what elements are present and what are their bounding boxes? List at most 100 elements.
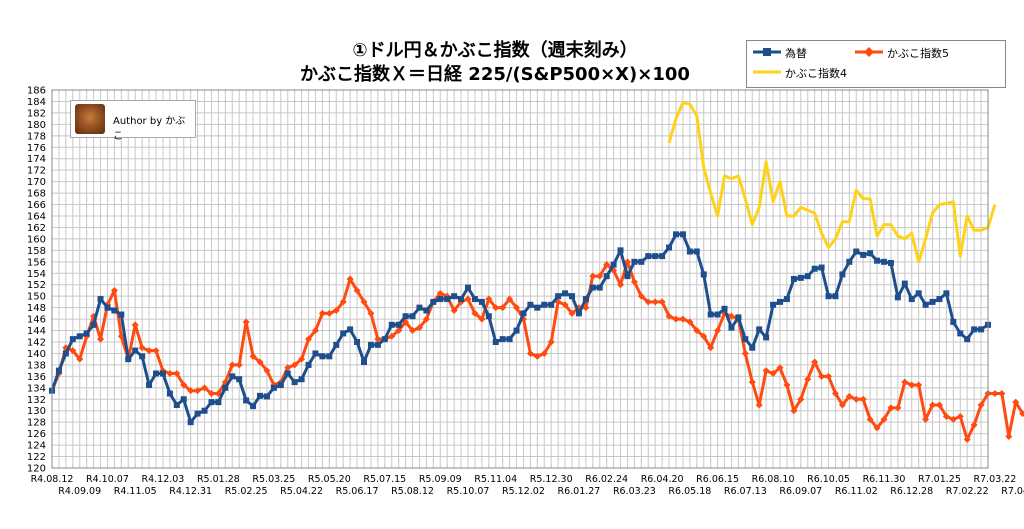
x-tick-label: R6.09.07: [779, 486, 822, 497]
y-tick-label: 172: [27, 166, 46, 177]
data-point: [825, 293, 832, 300]
x-tick-label: R4.12.03: [141, 474, 184, 485]
data-point: [742, 336, 749, 343]
data-point: [908, 296, 915, 303]
data-point: [915, 290, 922, 297]
data-point: [76, 333, 83, 340]
chart-title-line1: ①ドル円＆かぶこ指数（週末刻み）: [352, 40, 638, 61]
data-point: [818, 372, 826, 380]
data-point: [291, 379, 298, 386]
data-point: [62, 350, 69, 357]
series-line: [50, 232, 989, 424]
data-point: [846, 258, 853, 265]
y-tick-label: 136: [27, 372, 46, 383]
data-point: [804, 375, 812, 383]
data-point: [929, 401, 937, 409]
data-point: [402, 313, 409, 320]
data-point: [831, 390, 839, 398]
data-point: [485, 295, 493, 303]
data-point: [721, 305, 728, 312]
y-tick-label: 164: [27, 212, 46, 223]
data-point: [361, 359, 367, 366]
y-tick-label: 184: [27, 97, 46, 108]
x-tick-label: R5.07.15: [363, 474, 406, 485]
data-point: [450, 307, 458, 314]
data-point: [353, 286, 361, 294]
x-tick-label: R7.04.19: [1001, 486, 1024, 497]
data-point: [465, 284, 471, 291]
data-point: [707, 311, 714, 318]
data-point: [485, 313, 492, 320]
x-tick-label: R6.04.20: [641, 474, 684, 485]
data-point: [243, 397, 250, 404]
data-point: [478, 315, 486, 323]
data-point: [409, 313, 416, 320]
x-tick-label: R6.07.13: [724, 486, 767, 497]
data-point: [326, 353, 333, 360]
data-point: [277, 381, 284, 388]
data-point: [673, 231, 679, 238]
y-tick-label: 134: [27, 383, 46, 394]
data-point: [756, 326, 763, 333]
y-tick-label: 156: [27, 257, 46, 268]
data-point: [651, 298, 659, 306]
data-point: [499, 336, 506, 343]
x-axis-ticks: R4.08.12 R4.10.07 R4.12.03 R5.01.28 R5.03.25…: [31, 474, 1024, 497]
data-point: [700, 271, 707, 278]
data-point: [617, 281, 625, 289]
data-point: [388, 321, 395, 328]
data-point: [547, 338, 555, 346]
data-point: [374, 335, 382, 343]
data-point: [430, 298, 437, 305]
data-point: [935, 401, 943, 409]
y-tick-label: 178: [27, 131, 46, 142]
x-tick-label: R5.11.04: [474, 474, 517, 485]
data-point: [333, 341, 340, 348]
grid-lines: [51, 89, 989, 469]
data-point: [146, 381, 153, 388]
y-tick-label: 122: [27, 452, 46, 463]
legend-swatch-k4: [753, 70, 781, 74]
data-point: [568, 309, 576, 317]
data-point: [520, 310, 527, 317]
y-tick-label: 168: [27, 189, 46, 200]
data-point: [845, 392, 853, 400]
data-point: [464, 295, 472, 303]
y-tick-label: 176: [27, 143, 46, 154]
data-point: [727, 312, 735, 320]
data-point: [395, 321, 402, 328]
data-point: [471, 296, 478, 303]
data-point: [638, 258, 645, 265]
y-tick-label: 186: [27, 86, 46, 97]
data-point: [686, 318, 694, 326]
data-point: [104, 304, 111, 311]
data-point: [194, 387, 202, 395]
y-tick-label: 148: [27, 303, 46, 314]
data-point: [527, 301, 534, 308]
data-point: [714, 327, 722, 335]
data-point: [769, 370, 777, 377]
legend-label-fx: 為替: [785, 47, 807, 60]
series-kabuko-index-4: [667, 101, 997, 264]
data-point: [887, 404, 895, 412]
data-point: [451, 293, 458, 300]
data-point: [534, 304, 541, 311]
x-tick-label: R5.03.25: [252, 474, 295, 485]
data-point: [929, 298, 936, 305]
data-point: [159, 370, 166, 377]
data-point: [318, 309, 326, 317]
x-tick-label: R4.11.05: [114, 486, 157, 497]
data-point: [978, 326, 985, 333]
x-tick-label: R4.10.07: [86, 474, 129, 485]
data-point: [569, 293, 575, 300]
x-tick-label: R6.11.02: [835, 486, 878, 497]
data-point: [658, 298, 666, 306]
y-tick-label: 130: [27, 406, 46, 417]
x-tick-label: R7.02.22: [946, 486, 989, 497]
x-tick-label: R4.08.12: [31, 474, 74, 485]
data-point: [881, 258, 887, 265]
bear-avatar-icon: [75, 104, 105, 134]
data-point: [949, 415, 957, 423]
data-point: [541, 301, 548, 308]
data-point: [374, 341, 381, 348]
